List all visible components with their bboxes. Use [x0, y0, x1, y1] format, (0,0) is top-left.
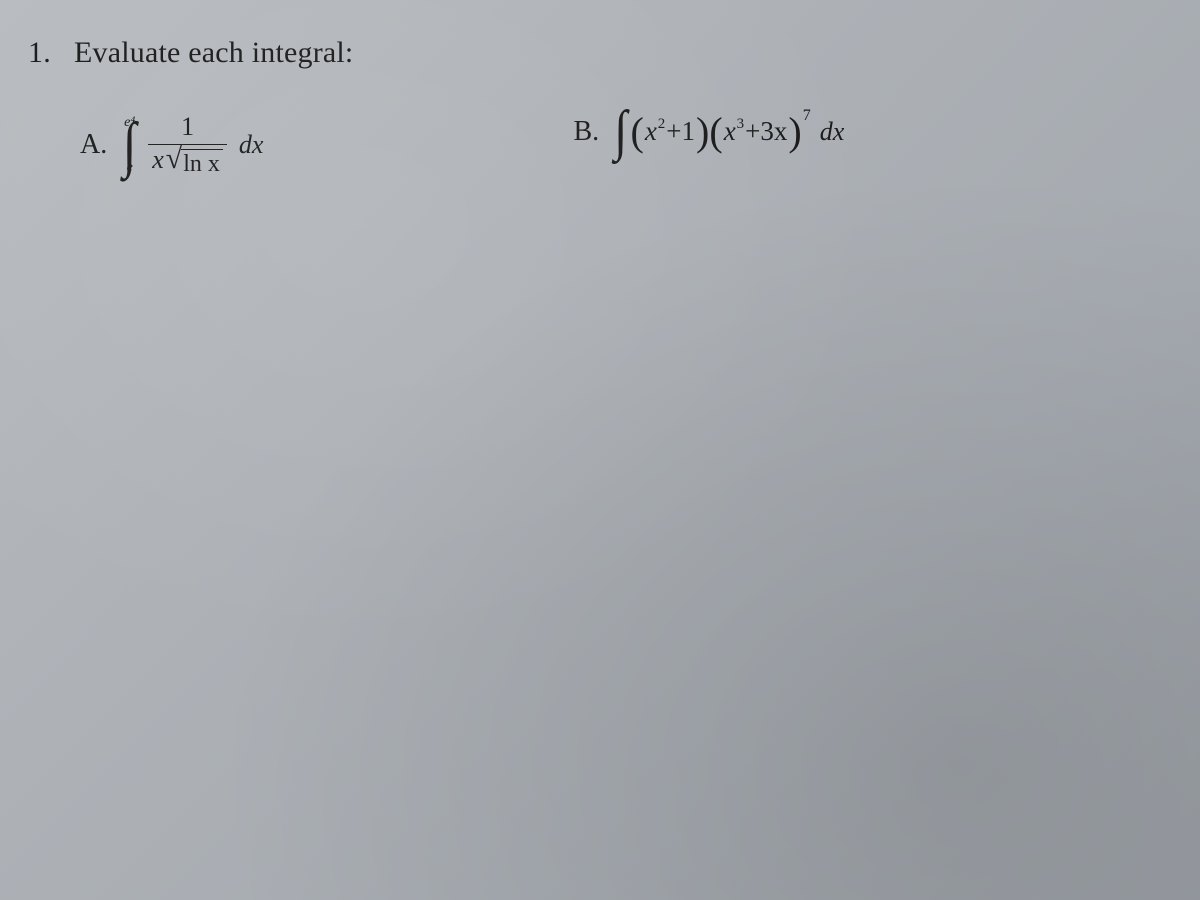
- factor-1-base: x: [645, 116, 657, 146]
- radical-icon: √: [166, 148, 182, 171]
- factor-2-poly: x3+3x: [723, 116, 789, 147]
- factor-1: ( x2+1 ): [630, 116, 709, 148]
- part-a-label: A.: [80, 129, 107, 161]
- worksheet-page: 1. Evaluate each integral: A. e⁴ ∫ e 1 x: [0, 0, 1200, 900]
- integral-a-symbol: e⁴ ∫ e: [121, 116, 138, 175]
- factor-2-exp: 3: [737, 116, 745, 132]
- question-number: 1.: [28, 36, 51, 69]
- integral-a-fraction: 1 x √ ln x: [148, 112, 227, 179]
- factor-1-poly: x2+1: [644, 116, 696, 147]
- lparen-icon: (: [709, 116, 722, 148]
- integral-sign-icon: ∫: [123, 122, 137, 169]
- denominator-x: x: [152, 147, 164, 173]
- square-root: √ ln x: [166, 147, 223, 179]
- radicand: ln x: [181, 149, 223, 179]
- part-b-label: B.: [573, 116, 599, 148]
- integral-b: ∫ ( x2+1 ) ( x3+3x ) 7 dx: [613, 112, 844, 151]
- fraction-numerator: 1: [175, 112, 200, 142]
- rparen-icon: ): [788, 116, 801, 148]
- integral-b-dx: dx: [820, 117, 845, 147]
- fraction-denominator: x √ ln x: [148, 147, 227, 179]
- factor-2-base: x: [724, 116, 736, 146]
- factor-1-tail: +1: [666, 116, 695, 146]
- integral-sign-icon: ∫: [614, 112, 627, 151]
- question-prompt: 1. Evaluate each integral:: [28, 36, 1172, 70]
- parts-row: A. e⁴ ∫ e 1 x √ ln x: [28, 112, 1172, 179]
- factor-2-tail: +3x: [745, 116, 787, 146]
- question-text: Evaluate each integral:: [74, 36, 353, 69]
- integral-a-dx: dx: [239, 130, 264, 160]
- part-a: A. e⁴ ∫ e 1 x √ ln x: [80, 112, 263, 179]
- outer-exponent: 7: [803, 107, 811, 125]
- integral-a: e⁴ ∫ e 1 x √ ln x dx: [121, 112, 263, 179]
- part-b: B. ∫ ( x2+1 ) ( x3+3x ) 7: [573, 112, 844, 151]
- factor-2: ( x3+3x ): [709, 116, 801, 148]
- rparen-icon: ): [696, 116, 709, 148]
- lparen-icon: (: [630, 116, 643, 148]
- factor-1-exp: 2: [658, 116, 666, 132]
